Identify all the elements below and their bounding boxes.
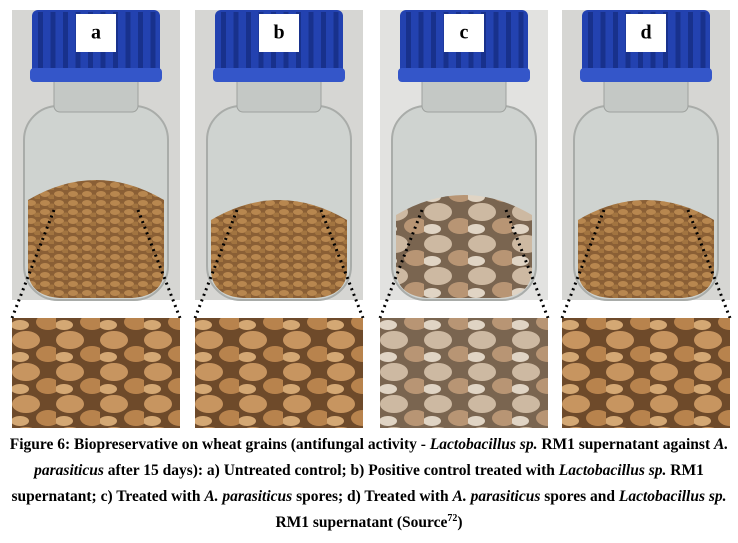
panel-label: d <box>640 22 651 44</box>
label-box <box>444 14 484 52</box>
zoom-photo <box>380 318 548 428</box>
grain-pile <box>578 200 714 298</box>
cap-ridge <box>333 12 339 78</box>
cap-ridge <box>700 12 706 78</box>
cap-rim <box>213 68 345 82</box>
zoom-guide <box>686 209 732 319</box>
caption-italic: A. parasiticus <box>452 488 541 505</box>
caption-text: ) <box>457 514 463 531</box>
caption-text: RM1 supernatant (Source <box>275 514 448 531</box>
cap-ridge <box>63 12 68 78</box>
cap-ridge <box>588 12 593 78</box>
zoom-guide <box>193 209 239 319</box>
label-box <box>626 14 666 52</box>
figure-images: a b c d <box>10 10 732 428</box>
panel: c <box>378 10 550 428</box>
caption-text: Figure 6: Biopreservative on wheat grain… <box>9 436 430 453</box>
zoom-guide <box>378 209 424 319</box>
zoom-guide <box>504 209 550 319</box>
zoom-guide <box>319 209 365 319</box>
caption-text: after 15 days): a) Untreated control; b)… <box>103 462 559 479</box>
cap-ridge <box>125 12 131 78</box>
cap-ridge <box>688 12 693 78</box>
panel-label: b <box>273 22 284 44</box>
zoom-photo <box>12 318 180 428</box>
cap-ridge <box>675 12 681 78</box>
cap-ridge <box>246 12 251 78</box>
caption-text: RM1 supernatant; c) Treated with <box>11 462 704 505</box>
figure-caption: Figure 6: Biopreservative on wheat grain… <box>6 432 732 536</box>
caption-text: spores and <box>540 488 619 505</box>
zoom-guide <box>10 209 56 319</box>
cap-ridge <box>431 12 436 78</box>
cap-ridge <box>406 12 411 78</box>
cap-ridge <box>38 12 43 78</box>
cap-ridge <box>233 12 239 78</box>
grain-pile <box>211 200 347 298</box>
cap-ridge <box>221 12 226 78</box>
cap-ridge <box>506 12 511 78</box>
panel: b <box>193 10 365 428</box>
caption-text: spores; d) Treated with <box>292 488 453 505</box>
zoom-photo <box>195 318 363 428</box>
cap-ridge <box>308 12 314 78</box>
cap-ridge <box>493 12 499 78</box>
panel: d <box>560 10 732 428</box>
cap-ridge <box>613 12 618 78</box>
caption-italic: A. parasiticus <box>204 488 293 505</box>
panel-label: c <box>460 22 469 44</box>
caption-superscript: 72 <box>447 512 458 524</box>
label-box <box>259 14 299 52</box>
cap-ridge <box>518 12 524 78</box>
caption-text: RM1 supernatant against <box>537 436 714 453</box>
cap-ridge <box>50 12 56 78</box>
cap-rim <box>580 68 712 82</box>
grain-pile <box>396 195 532 298</box>
caption-italic: Lactobacillus sp. <box>429 436 538 453</box>
cap-rim <box>398 68 530 82</box>
cap-ridge <box>600 12 606 78</box>
caption-italic: Lactobacillus sp. <box>558 462 667 479</box>
cap-rim <box>30 68 162 82</box>
zoom-guide <box>560 209 606 319</box>
label-box <box>76 14 116 52</box>
caption-italic: A. parasiticus <box>34 436 729 479</box>
cap-ridge <box>138 12 143 78</box>
grain-pile <box>28 180 164 298</box>
zoom-photo <box>562 318 730 428</box>
panel: a <box>10 10 182 428</box>
cap-ridge <box>321 12 326 78</box>
cap-ridge <box>150 12 156 78</box>
zoom-guide <box>136 209 182 319</box>
cap-ridge <box>418 12 424 78</box>
caption-italic: Lactobacillus sp. <box>618 488 727 505</box>
panel-label: a <box>91 22 101 44</box>
